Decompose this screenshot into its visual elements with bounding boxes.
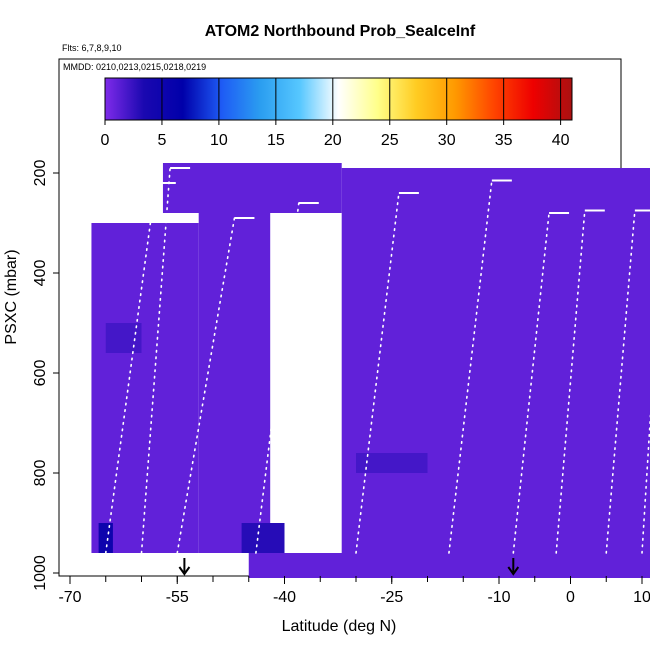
sample-track <box>555 209 586 554</box>
x-tick-label: -10 <box>487 589 510 606</box>
x-tick-label: -55 <box>166 589 189 606</box>
sample-track <box>512 212 550 554</box>
y-tick-label: 400 <box>32 260 49 287</box>
heatmap-cell <box>98 523 113 553</box>
sample-track <box>140 167 171 554</box>
sample-track <box>641 410 650 554</box>
sample-track <box>605 209 636 554</box>
y-tick-label: 600 <box>32 360 49 387</box>
heatmap-cell <box>198 213 271 553</box>
x-tick-label: -40 <box>273 589 296 606</box>
y-tick-label: 200 <box>32 160 49 187</box>
heatmap-cell <box>248 553 650 578</box>
heatmap-cell <box>341 168 650 553</box>
chart-title: ATOM2 Northbound Prob_SeaIceInf <box>205 23 476 40</box>
colorbar-tick-label: 35 <box>495 132 513 149</box>
x-axis-label: Latitude (deg N) <box>282 618 397 635</box>
colorbar-tick-label: 25 <box>381 132 399 149</box>
colorbar-tick-label: 30 <box>438 132 456 149</box>
colorbar-tick-label: 15 <box>267 132 285 149</box>
x-axis: -70-55-40-25-1001020304050607080 <box>58 576 650 606</box>
colorbar <box>104 77 573 121</box>
y-axis-label: PSXC (mbar) <box>3 249 20 344</box>
sample-track <box>355 192 400 554</box>
sample-track <box>255 202 300 554</box>
colorbar-tick-label: 0 <box>101 132 110 149</box>
x-tick-label: -25 <box>380 589 403 606</box>
colorbar-ticks: 0 5 10 15 20 25 30 35 40 <box>101 78 570 149</box>
colorbar-tick-label: 10 <box>210 132 228 149</box>
x-tick-label: 0 <box>566 589 575 606</box>
sample-track-layer <box>104 167 650 554</box>
colorbar-tick-label: 5 <box>157 132 166 149</box>
heatmap-cell <box>162 163 342 213</box>
colorbar-tick-label: 40 <box>552 132 570 149</box>
sample-track <box>176 217 236 554</box>
colorbar-tick-label: 20 <box>324 132 342 149</box>
heatmap-cell <box>91 223 199 553</box>
profile-arrow <box>507 558 520 576</box>
heatmap-cell <box>356 453 428 473</box>
x-tick-label: 10 <box>633 589 650 606</box>
sample-track <box>448 179 493 554</box>
y-tick-label: 1000 <box>32 555 49 591</box>
y-tick-label: 800 <box>32 460 49 487</box>
heatmap-cell <box>105 323 142 353</box>
mmdd-label: MMDD: 0210,0213,0215,0218,0219 <box>63 62 206 72</box>
y-axis: 200 400 600 800 1000 <box>32 160 59 591</box>
profile-arrows <box>178 558 520 576</box>
heatmap-layer <box>91 163 650 578</box>
heatmap-cell <box>241 523 285 553</box>
flights-label: Flts: 6,7,8,9,10 <box>62 43 122 53</box>
profile-arrow <box>178 558 191 576</box>
x-tick-label: -70 <box>58 589 81 606</box>
